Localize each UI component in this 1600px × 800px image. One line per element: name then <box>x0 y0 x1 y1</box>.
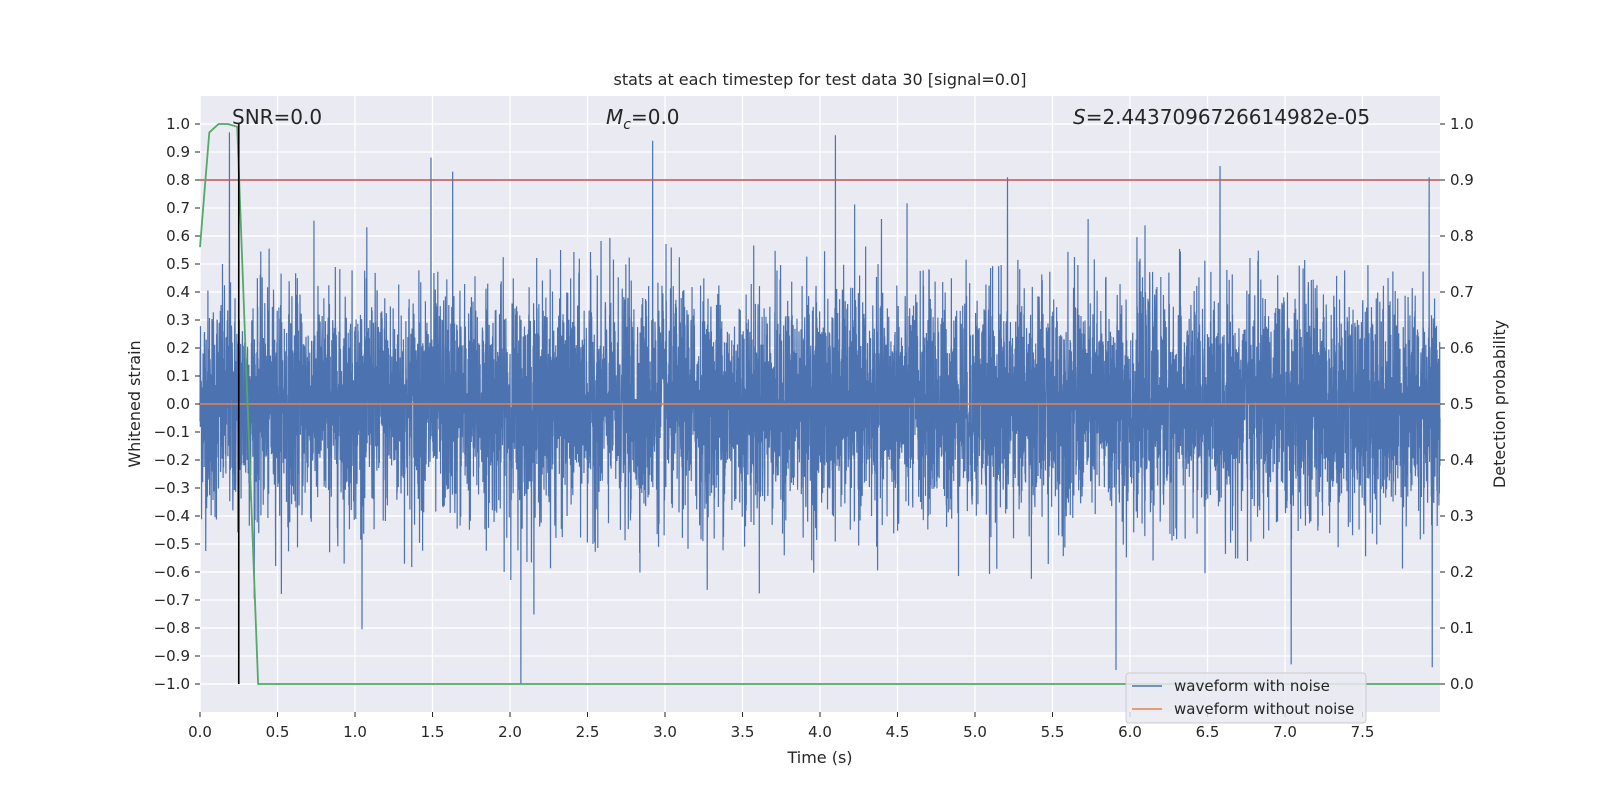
y-tick-label-left: 0.9 <box>166 143 190 161</box>
y-tick-label-left: −0.7 <box>154 591 190 609</box>
score-value: =2.4437096726614982e-05 <box>1086 105 1370 129</box>
x-tick-label: 4.5 <box>886 723 910 741</box>
x-tick-label: 1.5 <box>421 723 445 741</box>
legend-label-clean: waveform without noise <box>1174 700 1354 718</box>
y-tick-label-left: 0.3 <box>166 311 190 329</box>
x-tick-label: 1.0 <box>343 723 367 741</box>
y-tick-label-left: −0.5 <box>154 535 190 553</box>
y-tick-label-right: 0.5 <box>1450 395 1474 413</box>
detection-probability-line <box>199 123 1440 685</box>
x-tick-label: 2.5 <box>576 723 600 741</box>
tick-labels: 0.0 0.5 1.0 1.5 2.0 2.5 3.0 3.5 4.0 4.5 5.0 5.5 6.0 6… <box>154 115 1474 741</box>
legend-label-noise: waveform with noise <box>1174 677 1330 695</box>
chirp-mass-value: =0.0 <box>631 105 680 129</box>
y-tick-label-right: 0.0 <box>1450 675 1474 693</box>
x-tick-label: 0.5 <box>266 723 290 741</box>
y-tick-label-right: 0.9 <box>1450 171 1474 189</box>
y-tick-label-right: 0.2 <box>1450 563 1474 581</box>
y-tick-label-left: −1.0 <box>154 675 190 693</box>
waveform-with-noise-series <box>199 132 1441 685</box>
chirp-mass-annotation: Mc=0.0 <box>606 105 680 133</box>
y-tick-label-right: 0.3 <box>1450 507 1474 525</box>
y-tick-label-left: −0.1 <box>154 423 190 441</box>
y-axis-label-right: Detection probability <box>1490 320 1509 488</box>
y-tick-label-left: −0.9 <box>154 647 190 665</box>
y-tick-label-left: −0.2 <box>154 451 190 469</box>
y-tick-label-left: 0.2 <box>166 339 190 357</box>
x-axis-label: Time (s) <box>786 748 852 767</box>
x-tick-label: 2.0 <box>498 723 522 741</box>
y-tick-label-right: 1.0 <box>1450 115 1474 133</box>
score-annotation: S=2.4437096726614982e-05 <box>1073 105 1370 129</box>
y-tick-label-right: 0.6 <box>1450 339 1474 357</box>
y-tick-label-left: 0.8 <box>166 171 190 189</box>
y-tick-label-left: −0.3 <box>154 479 190 497</box>
x-tick-label: 3.5 <box>731 723 755 741</box>
x-tick-label: 5.0 <box>963 723 987 741</box>
chirp-mass-subscript: c <box>623 117 631 133</box>
y-tick-label-left: 0.4 <box>166 283 190 301</box>
chirp-mass-symbol: M <box>606 105 623 129</box>
y-tick-label-left: −0.6 <box>154 563 190 581</box>
chart-title: stats at each timestep for test data 30 … <box>614 70 1027 89</box>
y-tick-label-left: −0.4 <box>154 507 190 525</box>
x-tick-label: 3.0 <box>653 723 677 741</box>
y-tick-label-left: 0.0 <box>166 395 190 413</box>
overlay-lines <box>199 123 1440 685</box>
x-tick-label: 6.5 <box>1196 723 1220 741</box>
y-tick-label-left: −0.8 <box>154 619 190 637</box>
y-tick-label-right: 0.7 <box>1450 283 1474 301</box>
x-tick-label: 7.0 <box>1273 723 1297 741</box>
y-tick-label-left: 0.6 <box>166 227 190 245</box>
y-tick-label-right: 0.1 <box>1450 619 1474 637</box>
y-tick-label-left: 0.7 <box>166 199 190 217</box>
x-tick-label: 7.5 <box>1351 723 1375 741</box>
legend: waveform with noise waveform without noi… <box>1125 672 1367 724</box>
legend-box <box>1125 672 1367 724</box>
waveform-with-noise-line <box>199 132 1441 685</box>
score-symbol: S <box>1073 105 1086 129</box>
x-tick-label: 0.0 <box>188 723 212 741</box>
x-tick-label: 5.5 <box>1041 723 1065 741</box>
y-tick-label-left: 0.5 <box>166 255 190 273</box>
y-axis-label-left: Whitened strain <box>125 340 144 467</box>
x-tick-label: 4.0 <box>808 723 832 741</box>
y-tick-label-left: 0.1 <box>166 367 190 385</box>
y-tick-label-left: 1.0 <box>166 115 190 133</box>
y-tick-label-right: 0.4 <box>1450 451 1474 469</box>
snr-annotation: SNR=0.0 <box>232 105 322 129</box>
x-tick-label: 6.0 <box>1118 723 1142 741</box>
y-tick-label-right: 0.8 <box>1450 227 1474 245</box>
